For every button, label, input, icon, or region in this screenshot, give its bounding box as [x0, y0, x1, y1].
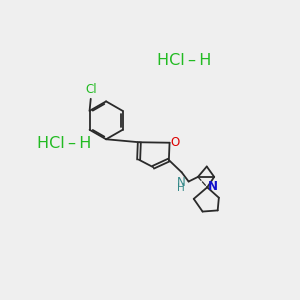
Text: N: N [177, 176, 186, 189]
Text: H: H [177, 183, 185, 193]
Text: N: N [208, 180, 218, 193]
Text: O: O [170, 136, 179, 149]
Text: HCl – H: HCl – H [37, 136, 92, 151]
Text: Cl: Cl [85, 83, 97, 96]
Text: HCl – H: HCl – H [157, 53, 211, 68]
